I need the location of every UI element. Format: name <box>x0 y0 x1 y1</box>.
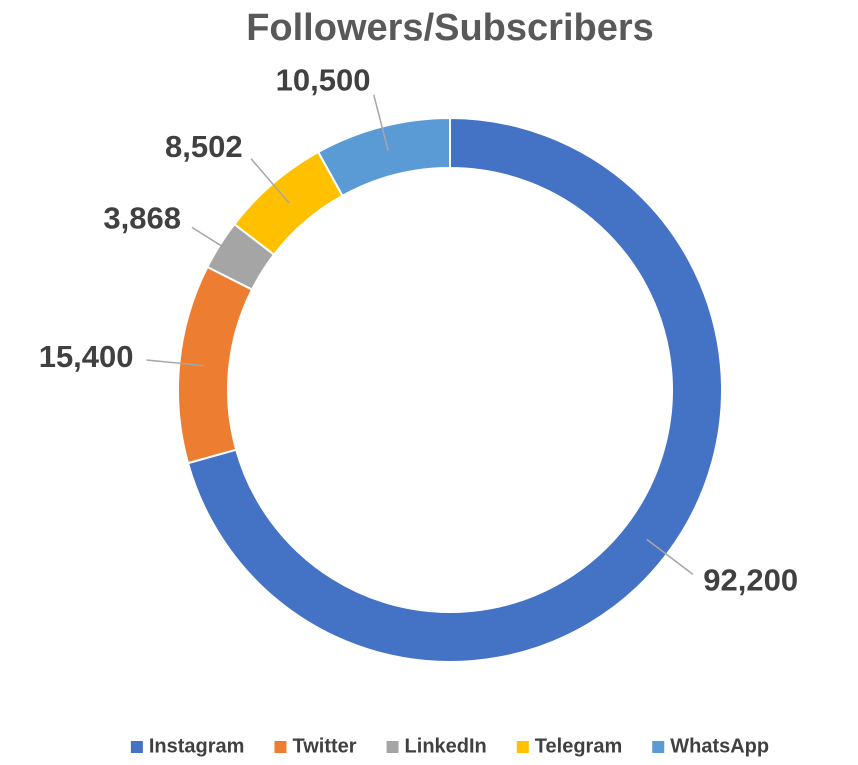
legend-swatch <box>386 741 399 753</box>
data-label: 8,502 <box>165 129 243 164</box>
leader-line <box>191 226 242 259</box>
data-label: 3,868 <box>103 201 181 236</box>
legend-label: LinkedIn <box>405 735 487 757</box>
leader-line <box>372 94 389 152</box>
leader-line <box>646 538 694 576</box>
legend-swatch <box>516 741 529 753</box>
data-label: 92,200 <box>703 562 798 597</box>
legend-label: Telegram <box>535 735 622 757</box>
legend-label: WhatsApp <box>670 735 769 757</box>
legend-label: Twitter <box>292 735 356 757</box>
donut-segment <box>177 265 254 465</box>
legend-swatch <box>274 741 287 753</box>
leader-line <box>146 359 205 367</box>
legend: Instagram Twitter LinkedIn Telegram WhatsApp <box>130 735 769 757</box>
donut-segment <box>186 116 723 663</box>
data-label: 15,400 <box>39 339 134 374</box>
legend-swatch <box>652 741 665 753</box>
legend-swatch <box>130 741 143 753</box>
donut-segment <box>316 116 451 198</box>
leader-line <box>250 158 290 204</box>
chart-title: Followers/Subscribers <box>246 7 654 49</box>
legend-label: Instagram <box>149 735 245 757</box>
data-label: 10,500 <box>276 62 371 97</box>
